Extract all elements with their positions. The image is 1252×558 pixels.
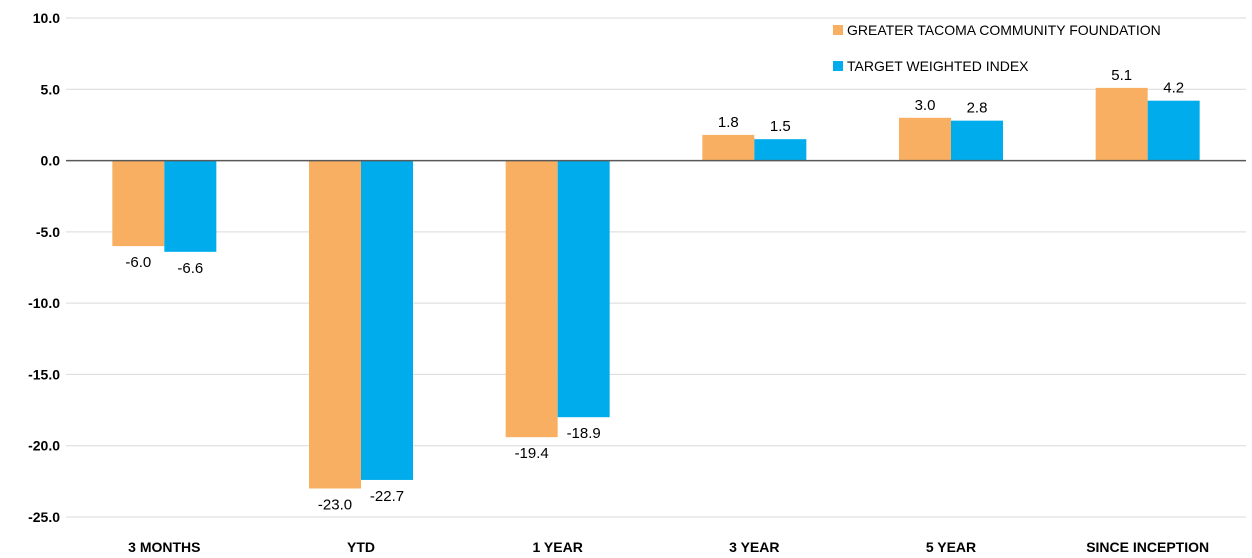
bar-index xyxy=(951,120,1003,161)
data-label: -6.0 xyxy=(125,254,151,271)
data-label: 1.5 xyxy=(770,118,791,135)
y-tick-label: -15.0 xyxy=(28,366,60,382)
data-label: 3.0 xyxy=(915,97,936,114)
bar-index xyxy=(1147,100,1200,161)
legend-label: TARGET WEIGHTED INDEX xyxy=(847,58,1029,74)
legend: GREATER TACOMA COMMUNITY FOUNDATION TARGE… xyxy=(833,22,1161,74)
data-label: -22.7 xyxy=(370,488,404,505)
legend-swatch-foundation xyxy=(833,25,843,35)
bar-foundation xyxy=(899,117,951,161)
legend-swatch-index xyxy=(833,61,843,71)
x-tick-label: 3 YEAR xyxy=(729,539,779,555)
gridlines xyxy=(66,17,1246,518)
data-label: 1.8 xyxy=(718,114,739,131)
data-label: 2.8 xyxy=(967,100,988,117)
data-label: -18.9 xyxy=(567,425,601,442)
y-tick-label: 0.0 xyxy=(41,153,61,169)
x-axis: 3 MONTHS YTD 1 YEAR 3 YEAR 5 YEAR SINCE INCEP… xyxy=(128,539,1209,555)
data-label: -23.0 xyxy=(318,496,352,513)
bar-foundation xyxy=(112,160,165,247)
data-label: -6.6 xyxy=(177,260,203,277)
y-tick-label: -10.0 xyxy=(28,295,60,311)
y-tick-label: -5.0 xyxy=(36,224,60,240)
x-tick-label: YTD xyxy=(347,539,375,555)
bar-foundation xyxy=(309,160,361,489)
data-labels: -6.0 -6.6 -23.0 -22.7 -19.4 -18.9 1.8 1.5 3.0 2.8… xyxy=(125,67,1184,514)
bar-index xyxy=(754,139,807,161)
data-label: 4.2 xyxy=(1163,80,1184,97)
bar-foundation xyxy=(702,134,755,161)
y-tick-label: 5.0 xyxy=(41,81,61,97)
bar-index xyxy=(164,160,217,252)
x-tick-label: SINCE INCEPTION xyxy=(1086,539,1209,555)
data-label: -19.4 xyxy=(515,445,549,462)
bar-foundation xyxy=(505,160,558,438)
legend-label: GREATER TACOMA COMMUNITY FOUNDATION xyxy=(847,22,1161,38)
bar-index xyxy=(361,160,413,480)
bar-foundation xyxy=(1095,87,1148,161)
y-tick-label: -20.0 xyxy=(28,438,60,454)
y-tick-label: -25.0 xyxy=(28,509,60,525)
x-tick-label: 3 MONTHS xyxy=(128,539,200,555)
x-tick-label: 1 YEAR xyxy=(533,539,583,555)
bar-index xyxy=(557,160,610,418)
y-axis: 10.0 5.0 0.0 -5.0 -10.0 -15.0 -20.0 -25.0 xyxy=(28,10,60,525)
data-label: 5.1 xyxy=(1111,67,1132,84)
x-tick-label: 5 YEAR xyxy=(926,539,976,555)
y-tick-label: 10.0 xyxy=(33,10,60,26)
bars xyxy=(112,87,1200,489)
